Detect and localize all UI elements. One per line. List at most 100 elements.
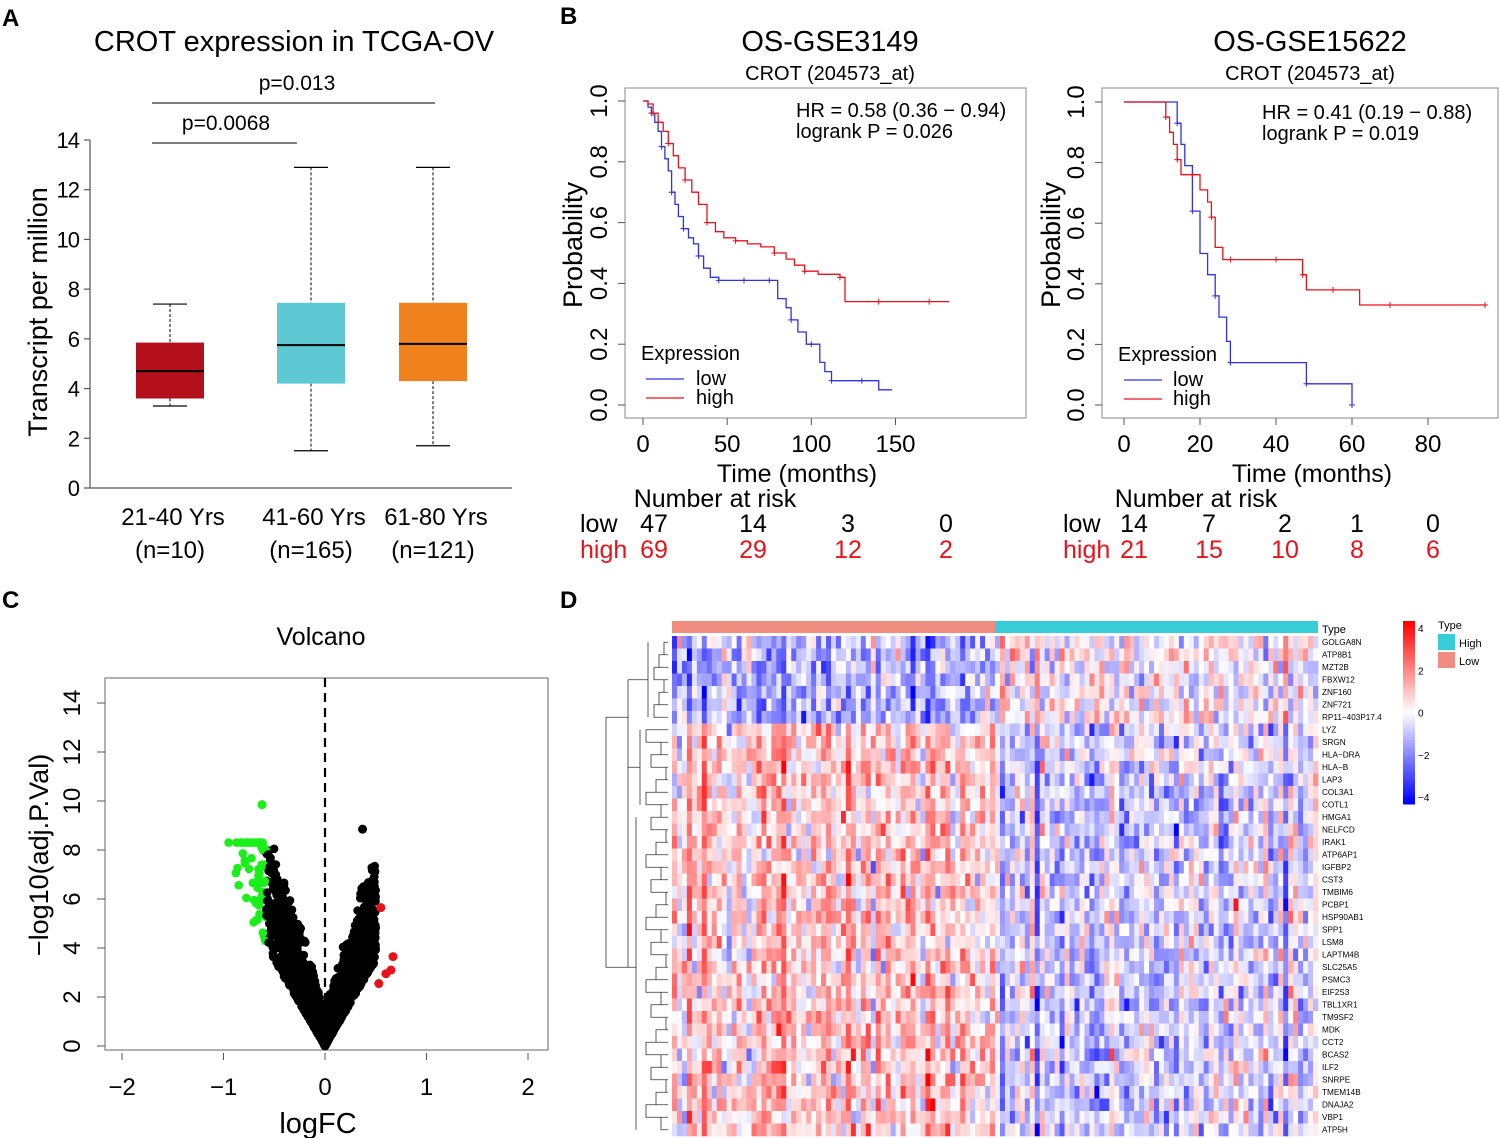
heatmap-cell — [686, 698, 693, 712]
panel-label-c: C — [2, 587, 19, 614]
heatmap-cell — [1009, 798, 1016, 812]
heatmap-cell — [999, 811, 1006, 824]
heatmap-cell — [900, 686, 906, 699]
heatmap-cell — [826, 636, 832, 649]
heatmap-cell — [995, 698, 1001, 712]
heatmap-cell — [1079, 823, 1085, 837]
heatmap-cell — [895, 723, 901, 737]
heatmap-cell — [1243, 736, 1249, 749]
heatmap-cell — [1004, 748, 1011, 762]
heatmap-cell — [1124, 636, 1130, 649]
heatmap-cell — [1258, 661, 1264, 674]
heatmap-cell — [786, 748, 792, 762]
heatmap-cell — [860, 811, 867, 824]
heatmap-cell — [1049, 661, 1056, 674]
heatmap-cell — [1029, 773, 1036, 787]
heatmap-cell — [1079, 748, 1085, 762]
heatmap-cell — [1029, 798, 1036, 812]
heatmap-cell — [1168, 673, 1175, 687]
heatmap-cell — [1283, 698, 1289, 712]
heatmap-cell — [726, 736, 733, 749]
heatmap-cell — [1049, 636, 1056, 649]
heatmap-cell — [999, 836, 1006, 849]
heatmap-cell — [1124, 823, 1130, 837]
heatmap-cell — [1124, 786, 1130, 799]
heatmap-cell — [1213, 711, 1220, 724]
heatmap-cell — [1079, 711, 1085, 724]
heatmap-cell — [1178, 748, 1185, 762]
heatmap-cell — [1233, 773, 1239, 787]
heatmap-cell — [925, 773, 931, 787]
heatmap-cell — [1288, 786, 1294, 799]
heatmap-cell — [1283, 736, 1289, 749]
heatmap-cell — [821, 698, 827, 712]
heatmap-cell — [945, 773, 951, 787]
heatmap-cell — [1099, 748, 1105, 762]
heatmap-cell — [806, 836, 812, 849]
km-censor-mark — [808, 341, 815, 348]
heatmap-cell — [1144, 686, 1150, 699]
heatmap-cell — [1198, 711, 1205, 724]
heatmap-cell — [706, 723, 713, 737]
heatmap-cell — [1248, 823, 1254, 837]
heatmap-cell — [990, 736, 996, 749]
heatmap-cell — [1074, 648, 1080, 662]
heatmap-cell — [1193, 711, 1200, 724]
heatmap-cell — [1223, 723, 1229, 737]
heatmap-cell — [1019, 698, 1026, 712]
km1-stat-hr: HR = 0.58 (0.36 − 0.94) — [796, 100, 1006, 122]
heatmap-cell — [999, 736, 1006, 749]
heatmap-cell — [1248, 661, 1254, 674]
heatmap-cell — [741, 786, 747, 799]
heatmap-cell — [1278, 823, 1284, 837]
heatmap-cell — [736, 673, 742, 687]
km-censor-mark — [680, 225, 687, 232]
heatmap-cell — [1119, 798, 1125, 812]
heatmap-cell — [965, 673, 971, 687]
km-censor-mark — [1189, 171, 1196, 178]
heatmap-cell — [806, 811, 812, 824]
heatmap-cell — [845, 661, 852, 674]
heatmap-cell — [1298, 686, 1304, 699]
heatmap-cell — [1099, 736, 1105, 749]
km-censor-mark — [1189, 208, 1196, 215]
heatmap-cell — [960, 636, 966, 649]
km-censor-mark — [695, 253, 702, 260]
heatmap-cell — [821, 636, 827, 649]
heatmap-cell — [831, 823, 837, 837]
heatmap-cell — [771, 673, 777, 687]
heatmap-cell — [940, 698, 946, 712]
heatmap-cell — [756, 711, 762, 724]
volcano-y-tick-label: 12 — [59, 739, 86, 766]
heatmap-cell — [1198, 748, 1205, 762]
heatmap-cell — [1099, 636, 1105, 649]
heatmap-cell — [786, 636, 792, 649]
heatmap-cell — [960, 811, 966, 824]
heatmap-cell — [1253, 636, 1259, 649]
heatmap-cell — [746, 636, 752, 649]
heatmap-cell — [1034, 673, 1041, 687]
heatmap-cell — [980, 711, 986, 724]
heatmap-cell — [920, 736, 926, 749]
heatmap-cell — [935, 736, 941, 749]
heatmap-cell — [1109, 723, 1115, 737]
heatmap-cell — [1149, 786, 1155, 799]
heatmap-cell — [1233, 748, 1239, 762]
heatmap-cell — [885, 748, 892, 762]
heatmap-cell — [761, 648, 767, 662]
heatmap-cell — [796, 698, 802, 712]
heatmap-cell — [746, 673, 752, 687]
heatmap-cell — [701, 636, 708, 649]
heatmap-cell — [1218, 798, 1224, 812]
volcano-point-ns — [263, 850, 273, 859]
heatmap-cell — [1089, 761, 1095, 774]
heatmap-cell — [791, 748, 797, 762]
heatmap-cell — [826, 648, 832, 662]
heatmap-cell — [721, 723, 728, 737]
heatmap-cell — [786, 723, 792, 737]
legend-low-label: Low — [1459, 656, 1479, 668]
heatmap-cell — [1074, 773, 1080, 787]
heatmap-cell — [1263, 773, 1269, 787]
heatmap-cell — [746, 773, 752, 787]
heatmap-cell — [1134, 711, 1140, 724]
